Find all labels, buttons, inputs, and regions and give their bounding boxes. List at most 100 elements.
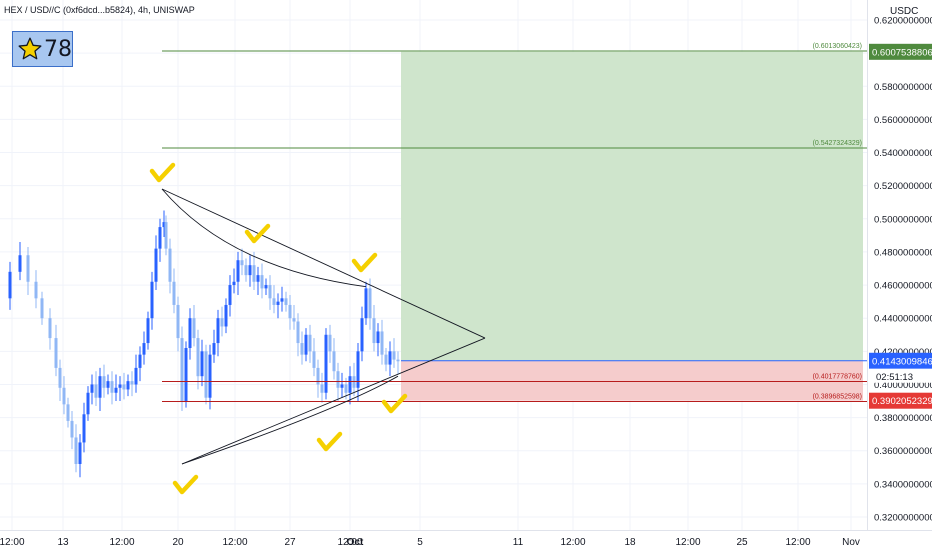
profit-zone	[401, 51, 863, 361]
candle-body	[70, 420, 74, 438]
price-tick-label: 0.4400000000	[874, 314, 932, 325]
candle-body	[8, 271, 12, 299]
candle-body	[392, 351, 396, 360]
candle-body	[240, 260, 244, 266]
candle-body	[106, 381, 110, 388]
star-icon	[18, 37, 42, 60]
candle-body	[228, 285, 232, 305]
candle-body	[66, 404, 70, 421]
candle-body	[110, 381, 114, 393]
price-tick-label: 0.4200000000	[874, 347, 932, 358]
candle-body	[340, 384, 344, 388]
candle-body	[208, 354, 212, 398]
candle-body	[276, 301, 280, 305]
candle-body	[260, 275, 264, 289]
candle-body	[312, 351, 316, 368]
price-tick-label: 0.3800000000	[874, 413, 932, 424]
stop-price-label: 0.3902052329	[872, 396, 932, 407]
price-axis[interactable]: 0.62000000000.60000000000.58000000000.56…	[867, 0, 932, 530]
candle-body	[74, 437, 78, 464]
candle-body	[58, 367, 62, 388]
candle-body	[146, 318, 150, 344]
candle-body	[236, 260, 240, 282]
level-label: (0.6013060423)	[813, 43, 862, 50]
candle-body	[134, 367, 138, 385]
stop-price-label-bg	[869, 392, 932, 409]
candle-body	[162, 222, 166, 228]
price-tick-label: 0.5000000000	[874, 214, 932, 225]
time-tick-label: 12:00	[222, 537, 247, 548]
check-marks	[149, 162, 408, 495]
check-mark	[149, 162, 176, 183]
candle-body	[122, 384, 126, 390]
candle-body	[150, 281, 154, 319]
level-lines: (0.6013060423) (0.5427324329) (0.401777876…	[162, 43, 867, 403]
candle-body	[316, 367, 320, 385]
lower-arc	[181, 375, 399, 465]
upper-arc	[161, 188, 367, 288]
check-mark	[172, 474, 199, 495]
candle-body	[188, 318, 192, 349]
candle-body	[336, 371, 340, 388]
time-tick-label: 12:00	[675, 537, 700, 548]
candle-body	[86, 392, 90, 415]
candle-body	[212, 343, 216, 355]
candle-body	[360, 318, 364, 352]
candle-body	[324, 334, 328, 393]
candle-body	[328, 334, 332, 352]
time-tick-label: 12:00	[785, 537, 810, 548]
candle-body	[256, 275, 260, 282]
candle-body	[102, 376, 106, 388]
level-label: (0.5427324329)	[813, 140, 862, 147]
candle-body	[118, 384, 122, 388]
candle-body	[344, 384, 348, 393]
candle-body	[216, 318, 220, 344]
candle-body	[252, 265, 256, 282]
candle-body	[320, 384, 324, 393]
time-tick-label: Oct	[347, 537, 364, 548]
candle-body	[372, 318, 376, 344]
time-tick-label: 12:00	[109, 537, 134, 548]
time-tick-label: 13	[57, 537, 69, 548]
candle-body	[232, 281, 236, 286]
candle-body	[48, 318, 52, 339]
candle-body	[268, 285, 272, 299]
candle-body	[82, 414, 86, 443]
time-tick-label: Nov	[842, 537, 860, 548]
candle-body	[300, 343, 304, 355]
candle-body	[62, 387, 66, 405]
price-tick-label: 0.5600000000	[874, 115, 932, 126]
time-axis[interactable]: 12:00 13 12:00 20 12:00 27 12:00 Oct 5 11 12:00 18 1…	[0, 530, 932, 551]
candle-body	[380, 331, 384, 355]
candle-body	[40, 298, 44, 319]
candle-body	[164, 222, 168, 249]
price-tick-label: 0.3600000000	[874, 446, 932, 457]
candle-body	[296, 321, 300, 344]
star-badge: 78	[12, 31, 73, 67]
candle-body	[388, 351, 392, 365]
candles	[8, 210, 400, 478]
check-mark	[381, 393, 408, 414]
price-tick-label: 0.5800000000	[874, 82, 932, 93]
candle-body	[142, 343, 146, 355]
candle-body	[176, 304, 180, 339]
candle-body	[184, 348, 188, 402]
time-tick-label: 12:00	[337, 537, 362, 548]
candle-body	[54, 338, 58, 368]
candle-body	[292, 318, 296, 322]
candle-body	[332, 351, 336, 372]
candle-body	[356, 351, 360, 388]
countdown-label: 02:51:13	[876, 372, 913, 383]
loss-zone	[401, 360, 863, 401]
candle-body	[126, 381, 130, 390]
candle-body	[288, 304, 292, 319]
countdown-bg	[869, 368, 932, 383]
symbol-title: HEX / USD//C (0xf6dcd...b5824), 4h, UNIS…	[4, 5, 195, 15]
check-mark	[351, 252, 378, 273]
star-count: 78	[44, 36, 72, 62]
candle-body	[304, 334, 308, 355]
candle-body	[396, 359, 400, 362]
candle-body	[34, 281, 38, 299]
candle-body	[98, 376, 102, 398]
